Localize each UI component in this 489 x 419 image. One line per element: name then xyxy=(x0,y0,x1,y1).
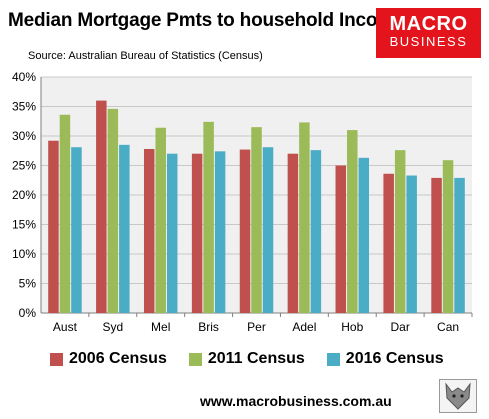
y-tick-label: 35% xyxy=(12,100,36,114)
legend: 2006 Census 2011 Census 2016 Census xyxy=(50,350,444,368)
x-tick-label: Adel xyxy=(292,320,316,334)
macrobusiness-logo: MACRO BUSINESS xyxy=(376,8,481,58)
y-tick-label: 10% xyxy=(12,247,36,261)
legend-label-2011: 2011 Census xyxy=(207,350,305,367)
bar xyxy=(442,160,454,313)
legend-swatch-2016 xyxy=(326,352,340,366)
bar xyxy=(299,122,310,314)
bar xyxy=(143,148,155,313)
y-tick-label: 5% xyxy=(19,277,37,291)
legend-swatch-2006 xyxy=(50,352,63,366)
y-tick-label: 15% xyxy=(12,218,36,232)
bar xyxy=(335,165,347,313)
logo-line1: MACRO xyxy=(389,13,468,35)
x-tick-label: Syd xyxy=(102,320,123,334)
bar xyxy=(287,153,299,313)
bar xyxy=(59,114,71,313)
x-tick-label: Dar xyxy=(390,320,409,334)
bar xyxy=(454,177,465,313)
y-tick-label: 0% xyxy=(19,306,37,320)
y-tick-label: 25% xyxy=(12,159,36,173)
x-tick-label: Mel xyxy=(151,320,170,334)
legend-swatch-2011 xyxy=(188,352,202,366)
legend-item-2016: 2016 Census xyxy=(326,350,444,368)
logo-line2: BUSINESS xyxy=(389,34,468,49)
bar xyxy=(119,144,130,313)
bar xyxy=(310,150,322,313)
bar xyxy=(155,127,166,314)
bar xyxy=(347,130,358,313)
x-tick-label: Aust xyxy=(53,320,78,334)
bar xyxy=(214,151,226,313)
legend-label-2006: 2006 Census xyxy=(69,350,167,367)
wolf-icon xyxy=(439,379,477,413)
bar xyxy=(71,147,82,313)
bar xyxy=(431,177,442,313)
bar xyxy=(239,149,251,313)
y-tick-label: 30% xyxy=(12,129,36,143)
source-note: Source: Australian Bureau of Statistics … xyxy=(28,50,263,62)
bar xyxy=(107,108,119,313)
y-tick-label: 40% xyxy=(12,70,36,84)
bar xyxy=(383,173,394,313)
bar xyxy=(203,121,214,313)
bar xyxy=(406,175,417,313)
legend-label-2016: 2016 Census xyxy=(345,350,444,367)
legend-item-2006: 2006 Census xyxy=(50,350,167,368)
bar xyxy=(394,150,406,313)
bar xyxy=(48,140,59,313)
bar xyxy=(96,100,107,313)
legend-item-2011: 2011 Census xyxy=(188,350,305,368)
bar xyxy=(191,153,203,313)
footer-url: www.macrobusiness.com.au xyxy=(200,393,392,409)
bar xyxy=(262,147,274,313)
y-tick-label: 20% xyxy=(12,188,36,202)
bar xyxy=(251,127,262,314)
x-tick-label: Bris xyxy=(198,320,219,334)
bar xyxy=(166,153,178,313)
x-tick-label: Hob xyxy=(341,320,363,334)
bar xyxy=(358,157,370,313)
x-tick-label: Per xyxy=(247,320,266,334)
chart-title: Median Mortgage Pmts to household Income xyxy=(8,10,405,31)
x-tick-label: Can xyxy=(437,320,459,334)
